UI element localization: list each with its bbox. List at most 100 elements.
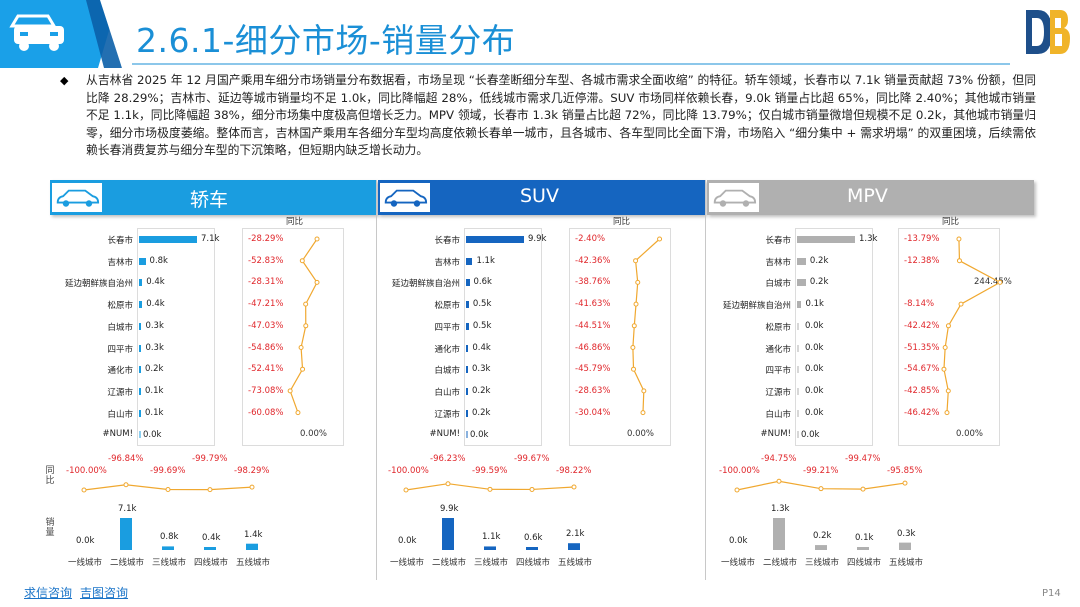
sales-value-label: 0.0k <box>805 342 824 353</box>
city-label: 四平市 <box>107 344 133 355</box>
yoy-point <box>314 279 320 285</box>
tier-sales-bar <box>899 542 911 550</box>
tier-label: 一线城市 <box>68 558 103 568</box>
sales-bar <box>466 236 524 243</box>
sales-bar <box>797 301 802 309</box>
yoy-value-label: -42.36% <box>575 255 611 266</box>
sales-bar-stub <box>139 366 141 374</box>
yoy-value-label: -46.42% <box>904 407 940 418</box>
sales-bar-stub <box>466 236 468 243</box>
sales-bar <box>139 236 197 243</box>
sales-bar-stub <box>466 409 468 417</box>
tier-yoy-point <box>734 487 740 493</box>
tier-label: 四线城市 <box>847 558 882 568</box>
tier-sales-label: 9.9k <box>440 504 459 514</box>
tier-label: 四线城市 <box>516 558 551 568</box>
sales-value-label: 0.0k <box>805 407 824 418</box>
tier-yoy-point <box>207 487 213 493</box>
city-label: 长春市 <box>107 236 133 246</box>
sales-bar-stub <box>139 344 141 352</box>
tier-chart <box>734 478 911 550</box>
yoy-point <box>635 279 641 285</box>
yoy-value-label: -54.67% <box>904 364 940 375</box>
tier-yoy-point <box>818 486 824 492</box>
sales-bar-stub <box>466 366 468 374</box>
yoy-point <box>298 345 304 350</box>
sales-bar-stub <box>797 257 799 265</box>
sales-bar-stub <box>139 236 141 243</box>
sales-value-label: 0.2k <box>809 255 829 266</box>
yoy-point <box>630 345 636 350</box>
tier-label: 三线城市 <box>474 558 509 568</box>
sales-value-label: 0.4k <box>472 342 491 353</box>
tier-sales-label: 0.0k <box>76 536 95 546</box>
sales-value-label: 0.0k <box>801 430 820 441</box>
footer-link-qiuxin[interactable]: 求信咨询 <box>24 586 73 600</box>
city-label: 延边朝鲜族自治州 <box>391 279 460 290</box>
tier-yoy-label: -98.22% <box>556 466 592 476</box>
panel-title: SUV <box>520 185 559 207</box>
tier-yoy-point <box>165 486 171 492</box>
tier-label: 二线城市 <box>110 558 145 568</box>
mpv-icon <box>713 189 757 207</box>
panel-header-suv: SUV <box>378 180 705 215</box>
tier-sales-bar <box>568 543 580 550</box>
tier-label: 二线城市 <box>432 558 467 568</box>
sales-value-label: 0.6k <box>473 277 492 288</box>
sales-bar-stub <box>797 279 799 287</box>
yoy-line-chart <box>630 236 663 416</box>
tier-yoy-label: -96.23% <box>430 454 466 464</box>
city-label: 辽源市 <box>107 387 133 398</box>
tier-chart <box>403 481 580 550</box>
tier-yoy-label: -99.47% <box>845 454 881 464</box>
tier-yoy-point <box>776 478 782 484</box>
tier-label: 五线城市 <box>889 558 924 568</box>
city-label: 四平市 <box>434 322 460 333</box>
yoy-value-label: -38.76% <box>575 277 611 288</box>
tier-label: 四线城市 <box>194 558 229 568</box>
footer-link-jitu[interactable]: 吉图咨询 <box>80 586 129 600</box>
yoy-value-label: -44.51% <box>575 320 611 331</box>
tier-sales-bar <box>120 518 132 550</box>
yoy-value-label: -45.79% <box>575 364 611 375</box>
tier-sales-label: 0.8k <box>160 532 179 543</box>
yoy-value-label: -13.79% <box>904 234 940 244</box>
yoy-value-label: 0.00% <box>627 429 655 440</box>
tier-label: 一线城市 <box>721 558 756 568</box>
yoy-point <box>303 323 309 329</box>
yoy-table-box <box>242 228 344 446</box>
yoy-value-label: 244.45% <box>974 277 1012 288</box>
icon-body <box>384 189 428 204</box>
icon-wheel <box>413 200 421 207</box>
yoy-point <box>956 236 962 242</box>
yoy-point <box>631 323 637 329</box>
yoy-point <box>657 236 663 242</box>
tier-sales-bar <box>246 543 258 550</box>
yoy-value-label: -42.42% <box>904 320 940 331</box>
yoy-value-label: -42.85% <box>904 385 940 396</box>
tier-yoy-point <box>571 484 577 490</box>
sales-bar <box>797 236 855 243</box>
sales-bar-stub <box>466 431 468 439</box>
tier-sales-label: 7.1k <box>118 504 137 514</box>
tier-label: 三线城市 <box>805 558 840 568</box>
city-label: 长春市 <box>765 236 791 246</box>
sales-value-label: 0.0k <box>143 430 162 441</box>
city-label: 松原市 <box>434 301 460 312</box>
tier-yoy-label: -100.00% <box>388 466 429 476</box>
sales-value-label: 0.0k <box>805 320 824 331</box>
tier-yoy-point <box>902 480 908 486</box>
city-label: 白城市 <box>107 322 133 333</box>
city-label: 辽源市 <box>434 409 460 420</box>
tier-yoy-label: -99.21% <box>803 466 839 476</box>
sales-value-label: 0.2k <box>145 364 164 375</box>
tier-yoy-point <box>529 486 535 492</box>
sales-value-label: 0.4k <box>146 299 165 310</box>
tier-sales-bar <box>526 547 538 550</box>
city-label: #NUM! <box>102 429 133 440</box>
city-label: 白山市 <box>434 387 460 398</box>
suv-icon <box>384 189 428 207</box>
yoy-point <box>300 366 306 372</box>
tier-yoy-point <box>403 487 409 493</box>
city-label: #NUM! <box>760 429 791 440</box>
